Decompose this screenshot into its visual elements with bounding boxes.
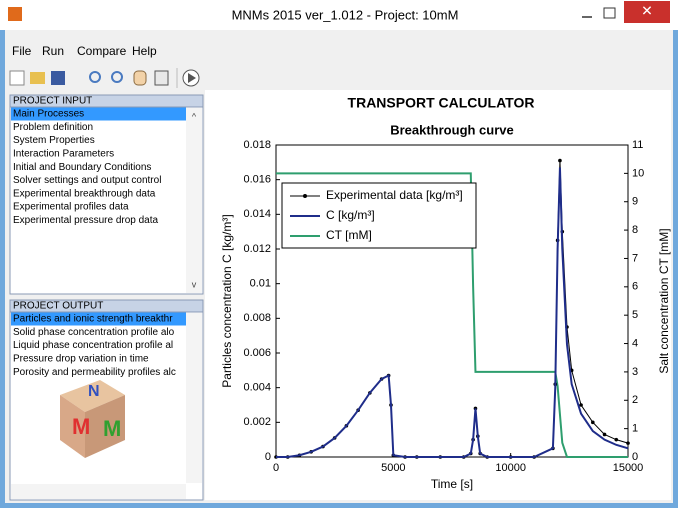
data-point bbox=[603, 433, 607, 437]
y-tick-label: 0.014 bbox=[243, 208, 271, 220]
list-item[interactable]: Experimental breakthrough data bbox=[13, 188, 156, 199]
menu-item[interactable]: Compare bbox=[77, 44, 127, 58]
y2-tick-label: 3 bbox=[632, 366, 638, 378]
y2-tick-label: 9 bbox=[632, 196, 638, 208]
menu-item[interactable]: File bbox=[12, 44, 32, 58]
y-tick-label: 0.008 bbox=[243, 312, 271, 324]
window-title: MNMs 2015 ver_1.012 - Project: 10mM bbox=[232, 7, 459, 22]
pan-icon[interactable] bbox=[134, 71, 146, 85]
input-title: PROJECT INPUT bbox=[13, 96, 92, 107]
y-tick-label: 0 bbox=[265, 451, 271, 463]
y2-tick-label: 7 bbox=[632, 252, 638, 264]
legend-marker bbox=[303, 194, 307, 198]
y2-tick-label: 5 bbox=[632, 309, 638, 321]
scroll-down[interactable]: v bbox=[192, 279, 197, 289]
x-tick-label: 0 bbox=[273, 462, 279, 474]
y2-axis-label: Salt concentration CT [mM] bbox=[657, 228, 671, 373]
list-item[interactable]: Solver settings and output control bbox=[13, 175, 161, 186]
y2-tick-label: 8 bbox=[632, 224, 638, 236]
app-window: MNMs 2015 ver_1.012 - Project: 10mM ✕ Fi… bbox=[0, 0, 678, 508]
list-item[interactable]: Initial and Boundary Conditions bbox=[13, 162, 151, 173]
page: {"window": {"title": "MNMs 2015 ver_1.01… bbox=[0, 0, 678, 508]
y-tick-label: 0.002 bbox=[243, 416, 271, 428]
logo-m: M bbox=[72, 414, 90, 439]
list-item[interactable]: System Properties bbox=[13, 135, 95, 146]
y-tick-label: 0.01 bbox=[250, 278, 271, 290]
open-icon[interactable] bbox=[30, 72, 45, 84]
y2-tick-label: 0 bbox=[632, 451, 638, 463]
new-icon[interactable] bbox=[10, 71, 24, 85]
y-tick-label: 0.016 bbox=[243, 174, 271, 186]
save-icon[interactable] bbox=[51, 71, 65, 85]
y-tick-label: 0.012 bbox=[243, 243, 271, 255]
data-point bbox=[591, 421, 595, 425]
x-tick-label: 10000 bbox=[495, 462, 526, 474]
list-item[interactable]: Experimental profiles data bbox=[13, 202, 129, 213]
y2-tick-label: 10 bbox=[632, 167, 644, 179]
list-item[interactable]: Problem definition bbox=[13, 122, 93, 133]
x-tick-label: 15000 bbox=[613, 462, 644, 474]
data-point bbox=[558, 159, 562, 163]
data-point bbox=[614, 438, 618, 442]
data-point bbox=[579, 403, 583, 407]
y2-tick-label: 4 bbox=[632, 337, 638, 349]
close-icon: ✕ bbox=[641, 3, 653, 19]
y2-tick-label: 1 bbox=[632, 423, 638, 435]
list-item[interactable]: Interaction Parameters bbox=[13, 149, 114, 160]
menu-item[interactable]: Run bbox=[42, 44, 64, 58]
list-item[interactable]: Pressure drop variation in time bbox=[13, 354, 149, 365]
list-item[interactable]: Particles and ionic strength breakthr bbox=[13, 314, 173, 325]
output-scrollbar[interactable] bbox=[186, 313, 202, 483]
chart: TRANSPORT CALCULATOR Breakthrough curve 0 5… bbox=[220, 95, 671, 491]
list-item[interactable]: Experimental pressure drop data bbox=[13, 215, 159, 226]
data-point bbox=[626, 441, 630, 445]
list-item[interactable]: Solid phase concentration profile alo bbox=[13, 327, 175, 338]
chart-subtitle: Breakthrough curve bbox=[390, 122, 514, 137]
menu-item[interactable]: Help bbox=[132, 44, 157, 58]
app-icon bbox=[8, 7, 22, 21]
datacursor-icon[interactable] bbox=[155, 71, 168, 85]
output-hscrollbar[interactable] bbox=[11, 484, 186, 499]
x-axis-label: Time [s] bbox=[431, 477, 473, 491]
legend-label: CT [mM] bbox=[326, 228, 372, 242]
y-axis-label: Particles concentration C [kg/m³] bbox=[220, 214, 234, 387]
y-tick-label: 0.018 bbox=[243, 139, 271, 151]
legend-label: Experimental data [kg/m³] bbox=[326, 188, 463, 202]
y2-tick-label: 11 bbox=[632, 139, 643, 151]
logo-m2: M bbox=[103, 416, 121, 441]
legend-label: C [kg/m³] bbox=[326, 208, 375, 222]
y2-tick-label: 2 bbox=[632, 394, 638, 406]
list-item[interactable]: Porosity and permeability profiles alc bbox=[13, 367, 176, 378]
x-tick-label: 5000 bbox=[381, 462, 405, 474]
y-tick-label: 0.006 bbox=[243, 347, 271, 359]
list-item[interactable]: Main Processes bbox=[13, 109, 84, 120]
chart-title: TRANSPORT CALCULATOR bbox=[348, 95, 535, 111]
y-tick-label: 0.004 bbox=[243, 382, 271, 394]
y2-tick-label: 6 bbox=[632, 281, 638, 293]
input-scrollbar[interactable] bbox=[186, 108, 202, 293]
logo-n: N bbox=[88, 383, 100, 400]
list-item[interactable]: Liquid phase concentration profile al bbox=[13, 340, 173, 351]
output-title: PROJECT OUTPUT bbox=[13, 301, 103, 312]
